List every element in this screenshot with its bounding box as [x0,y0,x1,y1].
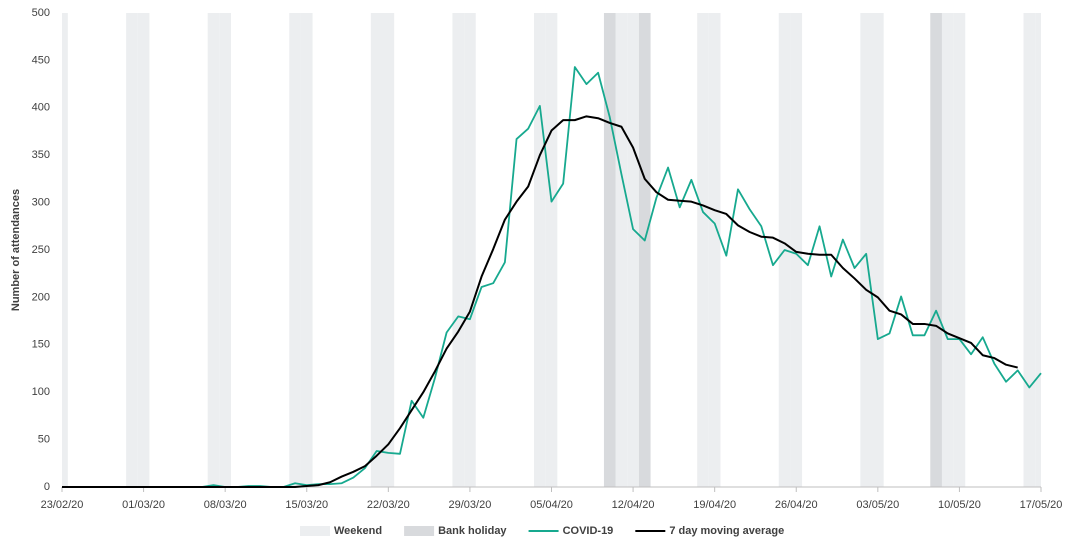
series-line [62,115,1018,488]
legend-label: Bank holiday [438,525,507,537]
shade-band [930,13,942,487]
shade-band [452,13,465,487]
shade-band [126,13,138,487]
shade-band [941,13,954,487]
shade-band [289,13,301,487]
x-tick-label: 22/03/20 [367,499,410,511]
shade-band [697,13,709,487]
shade-band [62,13,68,487]
shade-band [790,13,803,487]
x-tick-label: 10/05/20 [938,499,981,511]
y-tick-label: 450 [32,54,50,66]
shade-band [627,13,639,487]
x-tick-label: 17/05/20 [1020,499,1063,511]
x-tick-label: 08/03/20 [204,499,247,511]
x-tick-label: 26/04/20 [775,499,818,511]
x-tick-label: 19/04/20 [693,499,736,511]
y-tick-label: 200 [32,291,50,303]
y-tick-label: 350 [32,149,50,161]
shade-band [1035,13,1041,487]
x-tick-label: 23/02/20 [41,499,84,511]
legend: Weekend Bank holiday COVID-19 7 day moving … [300,525,784,537]
shade-band [464,13,476,487]
y-tick-label: 500 [32,7,50,19]
y-tick-label: 100 [32,386,50,398]
y-tick-label: 250 [32,244,50,256]
y-tick-label: 150 [32,339,50,351]
y-tick-label: 400 [32,102,50,114]
legend-swatch [404,526,435,536]
shade-band [207,13,220,487]
x-tick-label: 29/03/20 [449,499,492,511]
x-tick-label: 05/04/20 [530,499,573,511]
shade-band [953,13,966,487]
x-tick-label: 12/04/20 [612,499,655,511]
shade-band [638,13,651,487]
shade-band [603,13,616,487]
shade-band [382,13,395,487]
shade-band [534,13,546,487]
y-axis-label: Number of attendances [10,189,22,311]
x-tick-label: 03/05/20 [856,499,899,511]
shade-band [545,13,558,487]
shade-band [1023,13,1036,487]
shade-band [708,13,721,487]
legend-swatch [300,526,330,536]
shade-band [370,13,383,487]
shade-band [615,13,628,487]
legend-label: Weekend [334,525,382,537]
shade-band [137,13,150,487]
y-tick-label: 300 [32,197,50,209]
y-tick-label: 50 [38,434,50,446]
y-tick-label: 0 [44,481,50,493]
legend-label: 7 day moving average [669,525,784,537]
shade-band [872,13,884,487]
shade-band [860,13,873,487]
shade-band [219,13,231,487]
x-tick-label: 15/03/20 [285,499,328,511]
x-tick-label: 01/03/20 [122,499,165,511]
shade-band [300,13,313,487]
legend-label: COVID-19 [563,525,614,537]
